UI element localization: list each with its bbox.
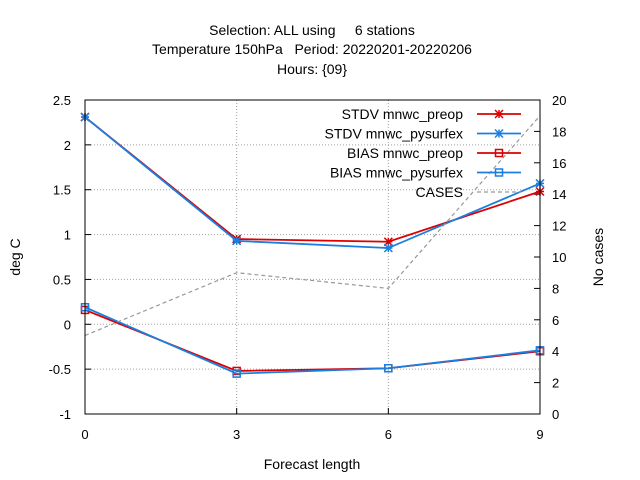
- data-point: [232, 236, 242, 246]
- series-line-1: [84, 116, 541, 249]
- data-point: [383, 243, 393, 253]
- plot-frame: [84, 99, 541, 415]
- chart-title-line-1: Selection: ALL using 6 stations: [209, 22, 415, 38]
- legend-marker: [494, 148, 504, 158]
- chart-title-line-3: Hours: {09}: [277, 61, 347, 77]
- series-line-3: [84, 306, 541, 375]
- y2-tick-label: 4: [552, 344, 559, 359]
- y-tick-label: 0: [64, 317, 71, 332]
- series-line-4: [84, 115, 541, 337]
- legend-marker: [494, 109, 504, 119]
- y-tick-label: 0.5: [53, 272, 71, 287]
- y2-axis-label: No cases: [590, 228, 606, 286]
- x-tick-label: 0: [81, 427, 88, 442]
- legend-label: CASES: [416, 184, 463, 200]
- legend-marker: [494, 168, 504, 177]
- y2-tick-label: 2: [552, 376, 559, 391]
- y2-tick-label: 18: [552, 124, 566, 139]
- y2-tick-label: 12: [552, 219, 566, 234]
- legend-marker: [494, 128, 504, 139]
- series-layer: [80, 112, 545, 378]
- x-tick-label: 6: [385, 427, 392, 442]
- y2-tick-label: 16: [552, 156, 566, 171]
- y2-tick-label: 20: [552, 93, 566, 108]
- y-tick-label: -0.5: [49, 362, 71, 377]
- y-tick-label: 1: [64, 228, 71, 243]
- y2-tick-label: 10: [552, 250, 566, 265]
- y2-tick-label: 8: [552, 281, 559, 296]
- legend-label: STDV mnwc_pysurfex: [325, 126, 463, 142]
- y2-tick-label: 0: [552, 407, 559, 422]
- series-line-0: [84, 116, 541, 243]
- y-tick-label: 2: [64, 138, 71, 153]
- y-tick-label: 2.5: [53, 93, 71, 108]
- legend-label: BIAS mnwc_pysurfex: [330, 165, 463, 181]
- y-tick-label: 1.5: [53, 183, 71, 198]
- legend-label: BIAS mnwc_preop: [347, 145, 463, 161]
- chart-title-line-2: Temperature 150hPa Period: 20220201-2022…: [152, 41, 472, 57]
- y-tick-label: -1: [59, 407, 71, 422]
- legend: STDV mnwc_preop STDV mnwc_pysurfex BIAS mn…: [325, 106, 521, 200]
- y2-tick-label: 6: [552, 313, 559, 328]
- data-point: [384, 363, 393, 373]
- series-line-2: [84, 309, 541, 372]
- legend-label: STDV mnwc_preop: [342, 106, 464, 122]
- x-axis-label: Forecast length: [264, 456, 361, 472]
- y2-tick-label: 14: [552, 187, 566, 202]
- y-axis-label: deg C: [7, 238, 23, 275]
- grid: [85, 100, 540, 414]
- data-point: [232, 369, 241, 378]
- x-tick-label: 9: [536, 427, 543, 442]
- x-tick-label: 3: [233, 427, 240, 442]
